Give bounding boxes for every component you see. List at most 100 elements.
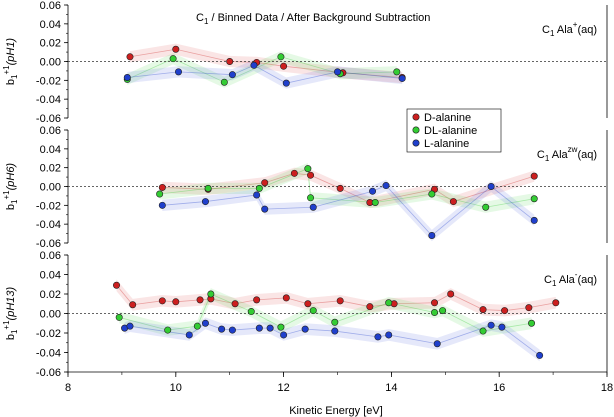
data-point (369, 187, 377, 195)
data-point (247, 308, 255, 316)
x-tick-label: 14 (385, 382, 397, 394)
y-axis-label: b1+1(pH13) (2, 287, 19, 341)
x-tick-label: 8 (65, 382, 71, 394)
data-point (530, 216, 538, 224)
data-point (201, 198, 209, 206)
panel-frames (64, 4, 608, 377)
data-point (336, 184, 344, 192)
legend-marker-l-alanine (412, 139, 420, 147)
x-tick-label: 10 (170, 382, 182, 394)
data-point (220, 78, 228, 86)
y-tick-label: -0.02 (36, 75, 61, 87)
data-point (261, 179, 269, 187)
data-point (336, 297, 344, 305)
data-point (331, 327, 339, 335)
data-point (158, 201, 166, 209)
data-point (447, 290, 455, 298)
y-tick-label: 0.06 (40, 0, 61, 12)
data-point (174, 68, 182, 76)
data-point (487, 321, 495, 329)
y-tick-label: 0.00 (40, 57, 61, 69)
x-tick-label: 16 (493, 382, 505, 394)
data-point (307, 194, 315, 202)
data-point (385, 331, 393, 339)
data-point (498, 323, 506, 331)
x-axis-label: Kinetic Energy [eV] (289, 405, 383, 417)
data-point (126, 322, 134, 330)
data-point (169, 55, 177, 63)
y-tick-label: 0.00 (40, 309, 61, 321)
y-tick-label: 0.02 (40, 289, 61, 301)
data-point (371, 199, 379, 207)
data-point (255, 184, 263, 192)
data-point (449, 198, 457, 206)
data-point (304, 165, 312, 173)
y-tick-label: -0.04 (36, 219, 61, 231)
data-point (307, 171, 315, 179)
data-point (277, 53, 285, 61)
data-point (218, 325, 226, 333)
data-point (253, 191, 261, 199)
data-point (398, 74, 406, 82)
data-point (172, 298, 180, 306)
data-point (226, 57, 234, 65)
series-line (127, 56, 397, 83)
data-point (228, 326, 236, 334)
data-point (290, 169, 298, 177)
y-tick-label: -0.04 (36, 94, 61, 106)
chart-title: C1 / Binned Data / After Background Subt… (196, 12, 430, 26)
data-point (304, 300, 312, 308)
data-point (156, 190, 164, 198)
error-band (124, 317, 540, 362)
data-point (479, 306, 487, 314)
data-point (207, 290, 215, 298)
data-point (253, 296, 261, 304)
data-point (280, 331, 288, 339)
legend-label-d-alanine: D-alanine (424, 112, 471, 124)
data-point (393, 68, 401, 76)
x-tick-label: 18 (601, 382, 613, 394)
data-point (552, 299, 560, 307)
data-point (374, 333, 382, 341)
data-point (280, 62, 288, 70)
y-tick-label: 0.04 (40, 19, 61, 31)
y-tick-label: 0.04 (40, 270, 61, 282)
data-point (158, 297, 166, 305)
legend-marker-dl-alanine (412, 126, 420, 134)
chart-text: 0.06 0.04 0.02 0.00 -0.02 -0.04 -0.06 b1+1(pH1)… (2, 0, 613, 394)
data-point (193, 322, 201, 330)
data-point (309, 203, 317, 211)
error-band (162, 167, 535, 209)
y-tick-label: 0.06 (40, 125, 61, 137)
data-point (431, 299, 439, 307)
y-tick-label: 0.06 (40, 250, 61, 262)
data-point (501, 307, 509, 315)
y-tick-label: -0.02 (36, 200, 61, 212)
data-point (428, 190, 436, 198)
data-point (366, 303, 374, 311)
legend: D-alanine DL-alanine L-alanine (406, 108, 502, 153)
data-point (115, 313, 123, 321)
error-band (116, 279, 556, 317)
data-point (530, 172, 538, 180)
y-tick-label: 0.00 (40, 182, 61, 194)
data-point (487, 183, 495, 191)
data-point (164, 326, 172, 334)
data-point (301, 325, 309, 333)
error-band (127, 59, 403, 89)
data-point (385, 299, 393, 307)
legend-label-dl-alanine: DL-alanine (424, 125, 477, 137)
data-point (185, 331, 193, 339)
data-point (266, 324, 274, 332)
data-point (433, 340, 441, 348)
y-tick-label: -0.04 (36, 348, 61, 360)
y-tick-label: 0.02 (40, 38, 61, 50)
y-tick-label: 0.04 (40, 144, 61, 156)
data-point (123, 74, 131, 82)
data-point (201, 319, 209, 327)
panel-label: C1 Alazw(aq) (537, 145, 597, 163)
data-point (113, 281, 121, 289)
data-point (277, 323, 285, 331)
data-point (126, 53, 134, 61)
